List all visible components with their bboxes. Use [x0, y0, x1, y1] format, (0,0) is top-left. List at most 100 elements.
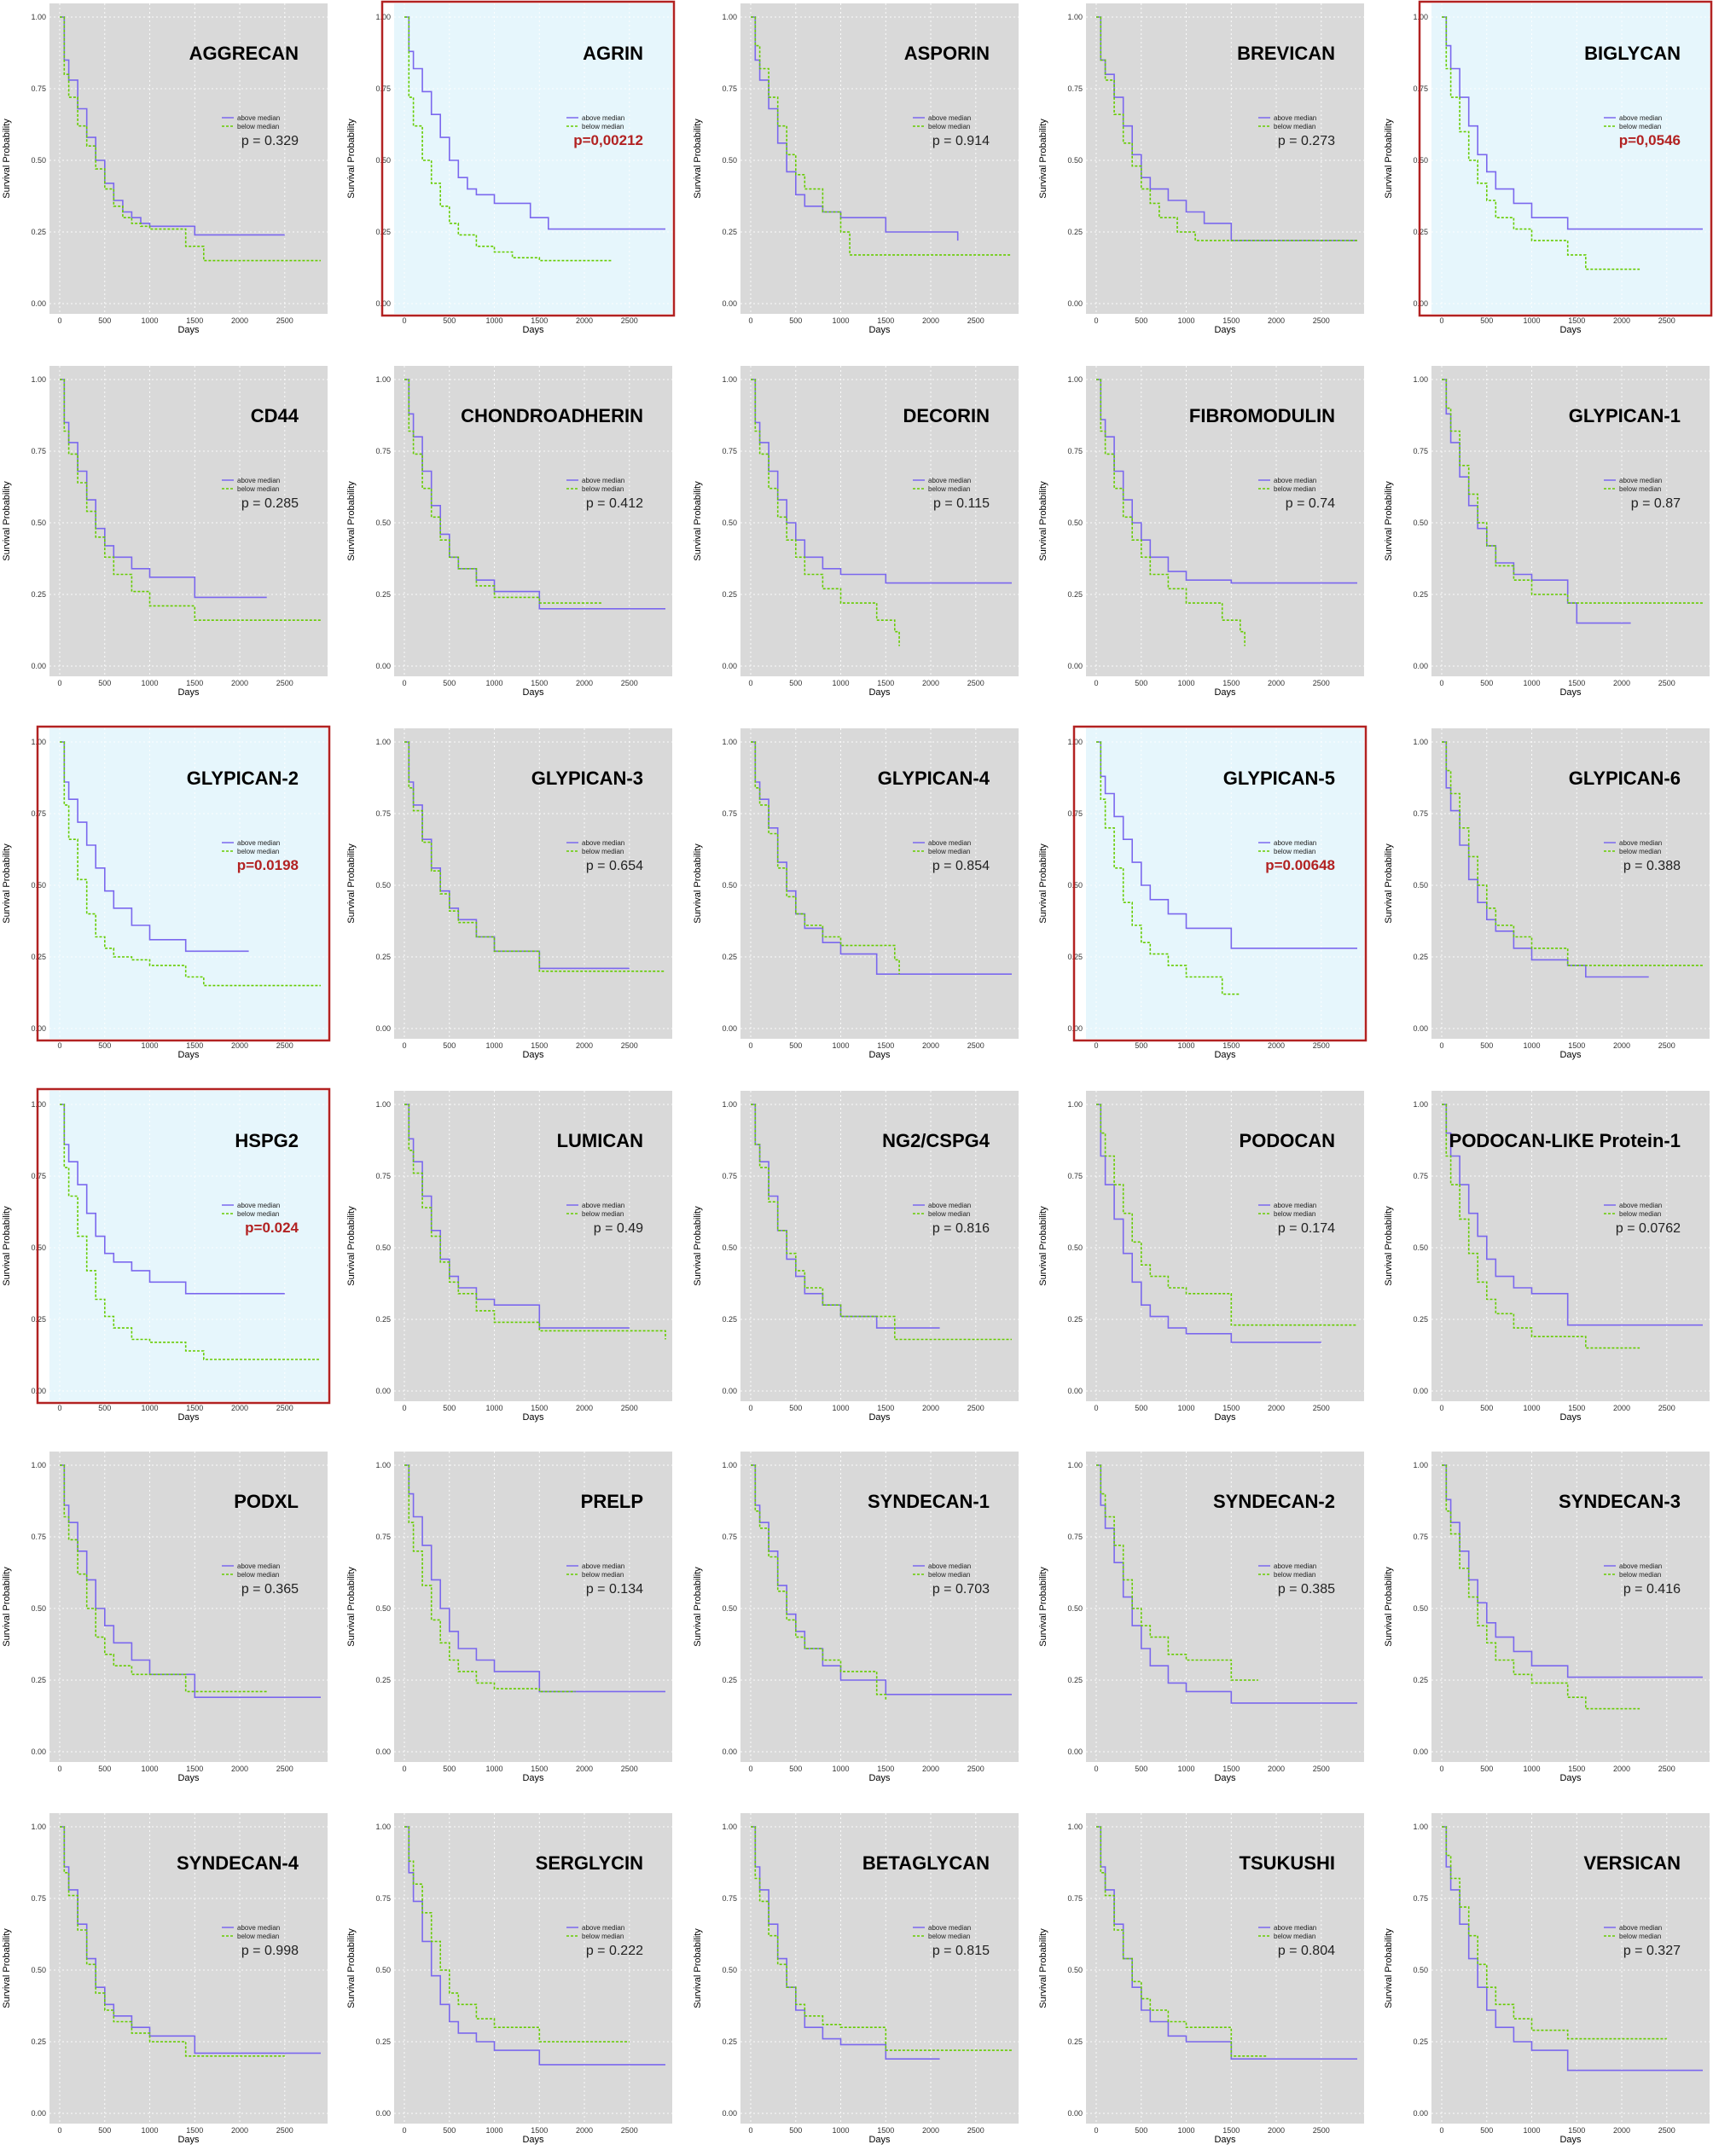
- panel-title: SYNDECAN-3: [1559, 1491, 1681, 1512]
- x-tick-label: 0: [1094, 316, 1098, 325]
- curve-above-median: [404, 1464, 665, 1693]
- plot-area: [49, 728, 328, 1039]
- y-tick-label: 0.75: [722, 809, 737, 818]
- y-axis-label: Survival Probability: [346, 1206, 357, 1286]
- x-tick-label: 2000: [1268, 1404, 1285, 1412]
- panel-title: PRELP: [581, 1491, 643, 1512]
- y-axis-label: Survival Probability: [2, 1567, 12, 1647]
- plot-background: [49, 1091, 328, 1401]
- x-tick-label: 2500: [1658, 679, 1675, 687]
- panel-title: GLYPICAN-4: [878, 768, 990, 789]
- y-tick-label: 0.50: [722, 1966, 737, 1974]
- significance-border: [36, 1087, 331, 1405]
- panel-title: SYNDECAN-1: [868, 1491, 990, 1512]
- x-tick-label: 1000: [833, 679, 850, 687]
- legend-label-above: above median: [928, 1562, 971, 1570]
- gridlines: [740, 366, 1019, 676]
- x-tick-label: 2500: [276, 2126, 293, 2135]
- y-tick-label: 0.00: [1067, 662, 1083, 670]
- legend-label-above: above median: [1619, 1202, 1662, 1209]
- y-tick-label: 0.75: [375, 1894, 391, 1903]
- legend-label-above: above median: [928, 114, 971, 122]
- y-tick-label: 0.00: [375, 1024, 391, 1033]
- y-tick-label: 1.00: [1413, 1823, 1428, 1831]
- y-axis-label: Survival Probability: [1038, 1928, 1048, 2008]
- x-tick-label: 2000: [922, 679, 939, 687]
- legend-label-below: below median: [1619, 1571, 1661, 1579]
- y-tick-label: 0.75: [375, 809, 391, 818]
- x-tick-label: 0: [402, 2126, 406, 2135]
- y-tick-label: 0.50: [375, 881, 391, 890]
- x-axis-label: Days: [1559, 1050, 1582, 1060]
- curve-below-median: [751, 741, 900, 975]
- x-tick-label: 0: [748, 1041, 752, 1050]
- x-tick-label: 2000: [576, 316, 593, 325]
- legend-label-above: above median: [1619, 477, 1662, 484]
- x-tick-label: 500: [789, 679, 802, 687]
- legend-label-above: above median: [582, 1924, 624, 1932]
- y-tick-label: 0.25: [722, 953, 737, 961]
- axes: 0.00 0.25 0.50 0.75 1.00 0 500 1000 1500 2000 2500…: [346, 738, 638, 1060]
- x-tick-label: 500: [789, 316, 802, 325]
- p-value-label: p = 0.385: [1278, 1582, 1335, 1597]
- x-tick-label: 1500: [1222, 2126, 1240, 2135]
- x-tick-label: 1500: [186, 1765, 203, 1773]
- gridlines: [1086, 1452, 1364, 1762]
- x-tick-label: 1000: [1524, 1404, 1541, 1412]
- y-tick-label: 0.25: [1413, 590, 1428, 599]
- y-tick-label: 0.50: [1067, 1604, 1083, 1613]
- y-tick-label: 0.25: [722, 590, 737, 599]
- curve-below-median: [751, 16, 1012, 256]
- x-tick-label: 2000: [922, 1765, 939, 1773]
- y-tick-label: 0.00: [375, 662, 391, 670]
- plot-background: [1086, 1091, 1364, 1401]
- panel-title: LUMICAN: [557, 1130, 643, 1151]
- legend-label-below: below median: [237, 1210, 279, 1218]
- panel-title: PODOCAN: [1240, 1130, 1335, 1151]
- plot-area: [49, 1091, 328, 1401]
- y-tick-label: 0.50: [1413, 1966, 1428, 1974]
- x-axis-label: Days: [1214, 2135, 1236, 2145]
- y-tick-label: 0.50: [31, 156, 46, 165]
- x-tick-label: 500: [98, 679, 111, 687]
- y-tick-label: 0.75: [375, 447, 391, 455]
- curve-above-median: [1096, 1104, 1321, 1343]
- y-tick-label: 1.00: [1067, 375, 1083, 384]
- legend-label-above: above median: [582, 477, 624, 484]
- curve-below-median: [1096, 16, 1357, 241]
- y-tick-label: 0.75: [722, 1172, 737, 1180]
- legend-label-below: below median: [237, 1571, 279, 1579]
- y-tick-label: 0.50: [1067, 1966, 1083, 1974]
- x-tick-label: 500: [789, 2126, 802, 2135]
- x-tick-label: 1000: [1178, 1765, 1195, 1773]
- panel-title: BREVICAN: [1237, 43, 1335, 64]
- plot-area: [394, 1452, 672, 1762]
- gridlines: [1431, 1813, 1710, 2124]
- p-value-label: p = 0.327: [1623, 1944, 1681, 1958]
- y-tick-label: 0.50: [31, 519, 46, 527]
- y-tick-label: 0.00: [1067, 299, 1083, 308]
- x-tick-label: 0: [1439, 1041, 1443, 1050]
- legend-label-above: above median: [928, 1202, 971, 1209]
- gridlines: [740, 1813, 1019, 2124]
- legend-label-above: above median: [1274, 114, 1316, 122]
- x-tick-label: 2500: [967, 1765, 984, 1773]
- x-tick-label: 0: [1094, 2126, 1098, 2135]
- gridlines: [1086, 1813, 1364, 2124]
- plot-area: [1086, 1091, 1364, 1401]
- axes: 0.00 0.25 0.50 0.75 1.00 0 500 1000 1500 2000 2500…: [2, 13, 293, 335]
- x-tick-label: 500: [98, 2126, 111, 2135]
- x-tick-label: 500: [1480, 316, 1493, 325]
- y-tick-label: 0.25: [375, 2037, 391, 2046]
